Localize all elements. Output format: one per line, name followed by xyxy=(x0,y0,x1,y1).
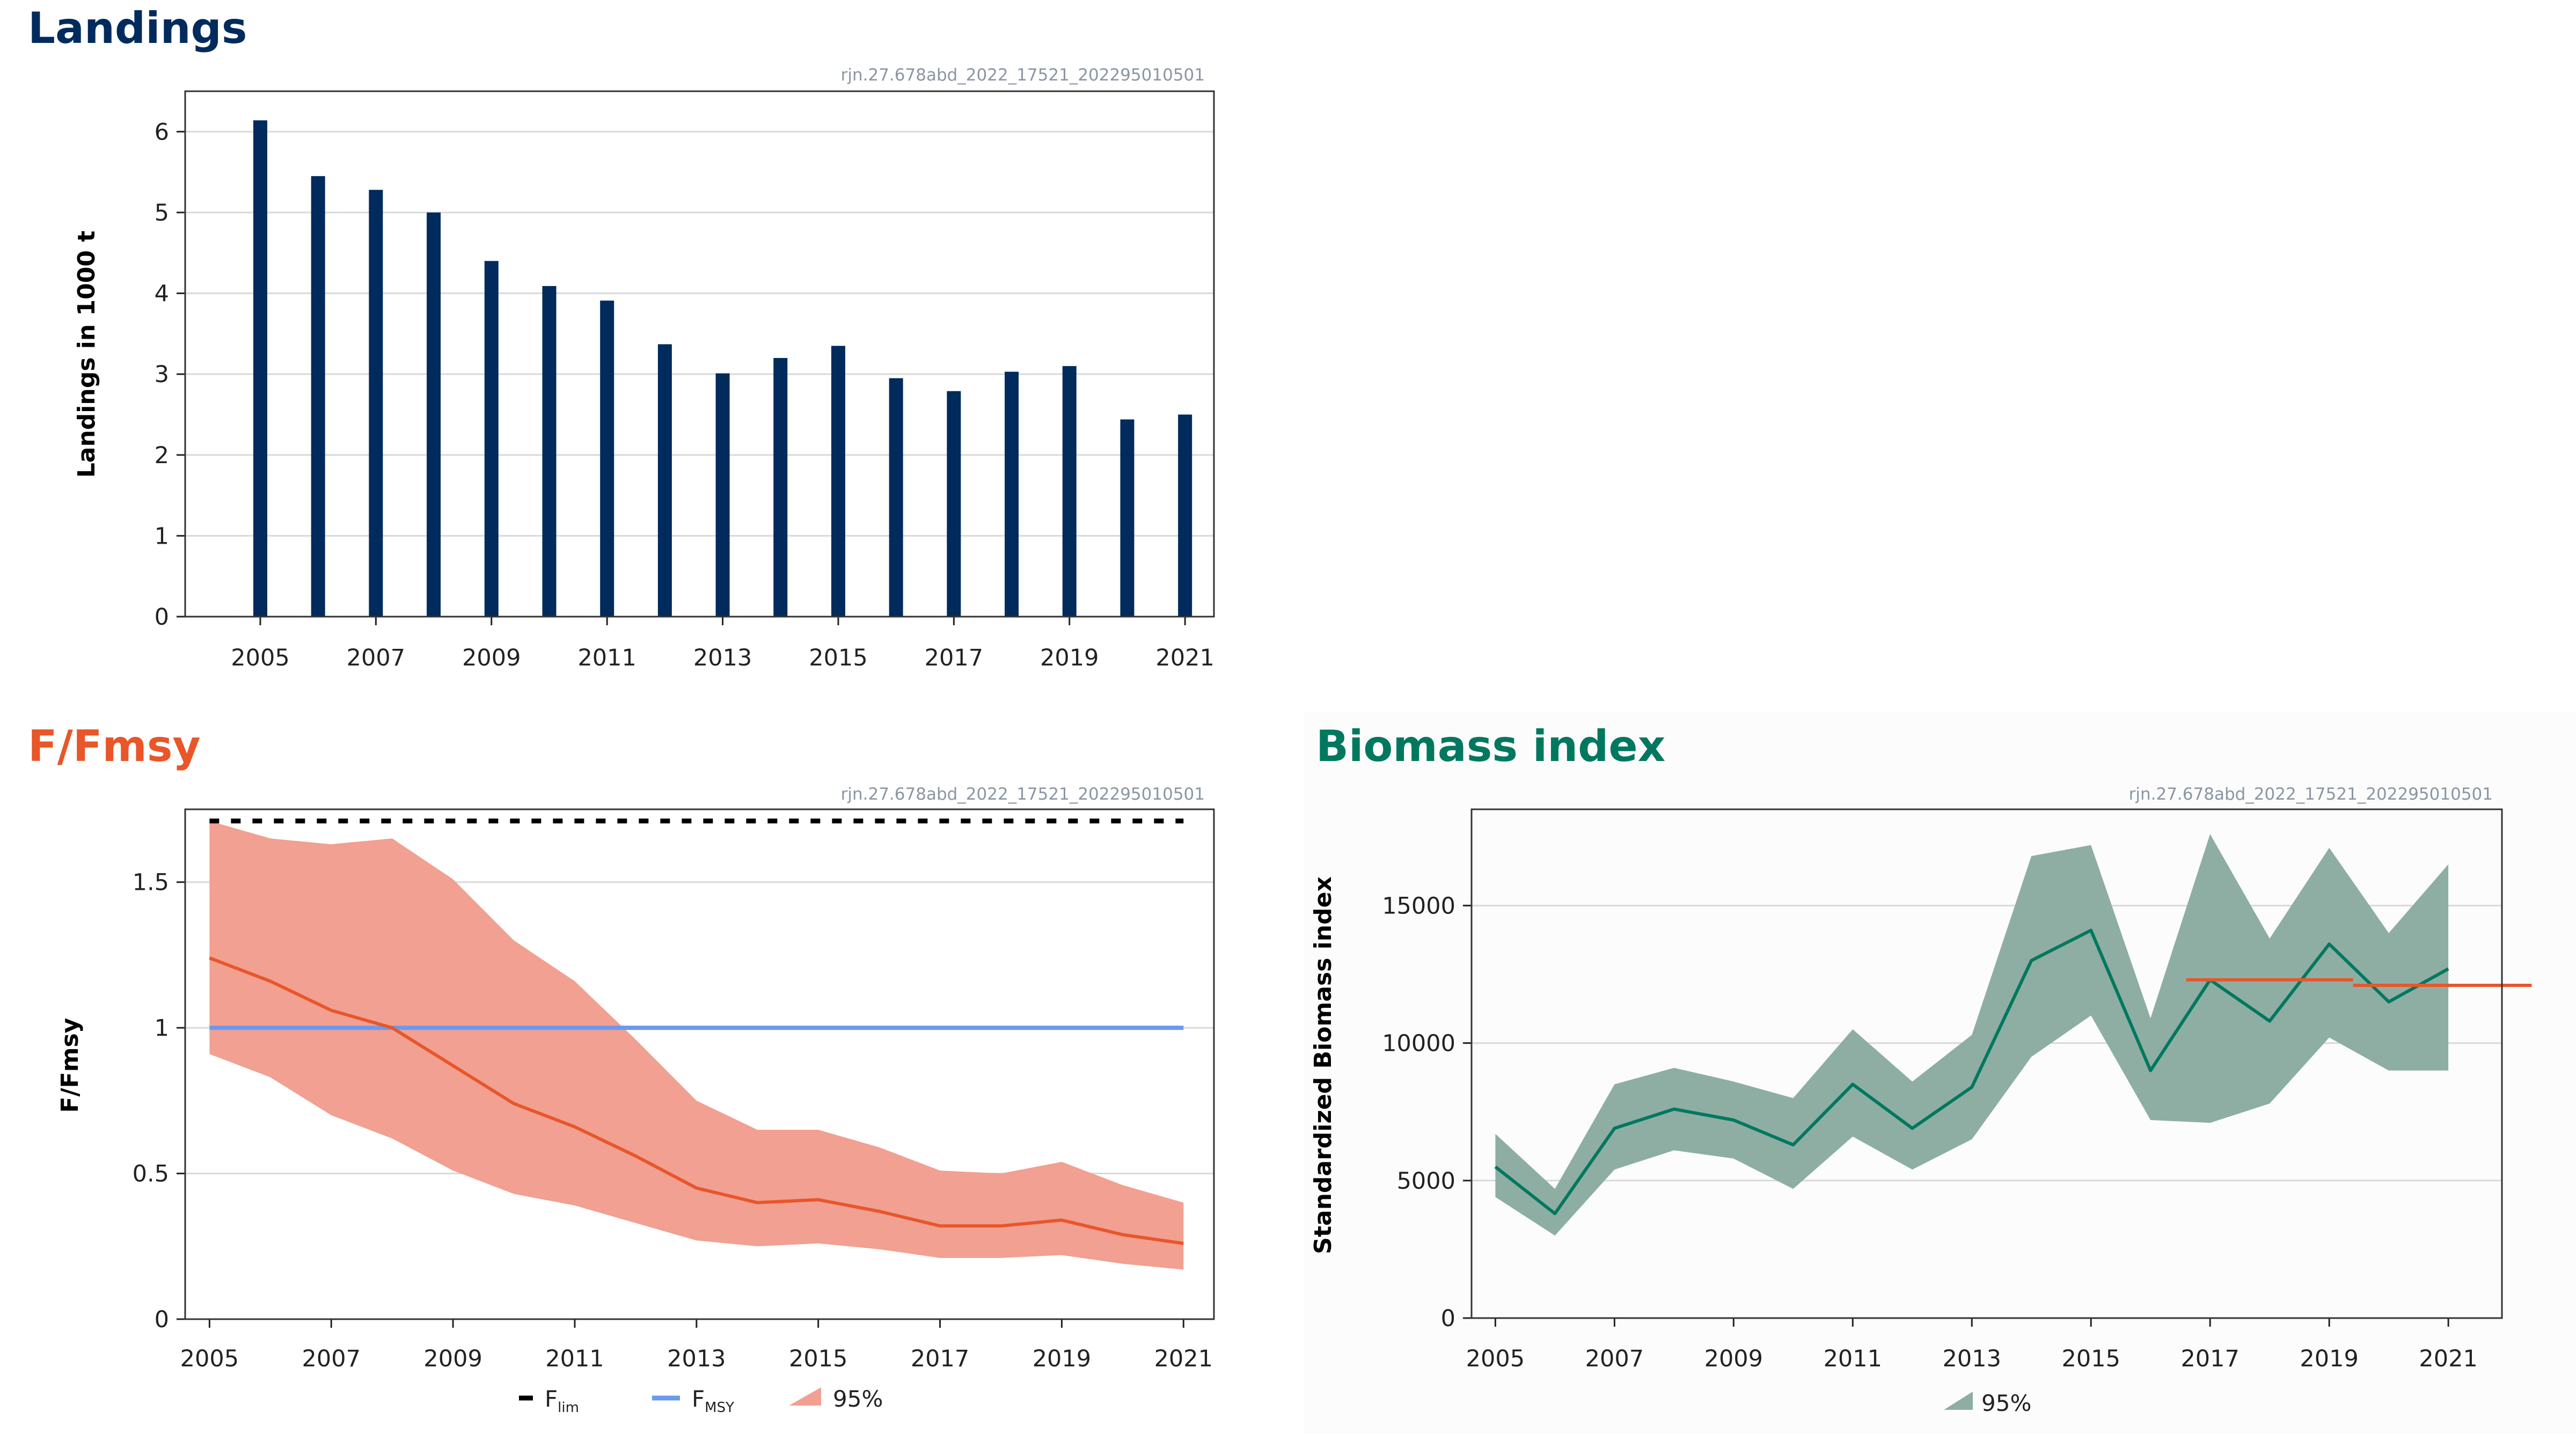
ffmsy-estimate-line xyxy=(209,956,1184,1245)
bar-2006 xyxy=(311,176,325,617)
legend-band-swatch xyxy=(1944,1392,1973,1410)
biomass-chart: Biomass index rjn.27.678abd_2022_17521_20… xyxy=(1309,721,2532,1416)
biomass-title: Biomass index xyxy=(1316,721,1665,771)
biomass-reference-code: rjn.27.678abd_2022_17521_202295010501 xyxy=(2129,785,2493,804)
bar-2016 xyxy=(889,378,903,617)
y-tick-label: 0 xyxy=(1441,1305,1455,1332)
y-tick-label: 3 xyxy=(155,361,169,388)
bar-2012 xyxy=(657,344,672,617)
bar-2009 xyxy=(484,261,499,617)
ffmsy-confidence-band xyxy=(209,821,1184,1270)
y-tick-label: 4 xyxy=(155,281,169,308)
x-tick-label: 2005 xyxy=(180,1345,239,1372)
x-tick-label: 2015 xyxy=(789,1345,847,1372)
x-tick-label: 2017 xyxy=(2180,1345,2239,1372)
x-tick-label: 2017 xyxy=(911,1345,969,1372)
x-tick-label: 2019 xyxy=(1040,645,1099,671)
bar-2017 xyxy=(947,391,961,617)
x-tick-label: 2007 xyxy=(302,1345,361,1372)
x-tick-label: 2005 xyxy=(1466,1345,1525,1372)
bar-2021 xyxy=(1178,414,1192,617)
x-tick-label: 2015 xyxy=(809,645,867,671)
x-tick-label: 2013 xyxy=(1943,1345,2001,1372)
y-tick-label: 5 xyxy=(155,200,169,226)
y-tick-label: 0.5 xyxy=(133,1161,169,1188)
biomass-estimate-line xyxy=(1494,928,2449,1216)
ffmsy-y-axis-label: F/Fmsy xyxy=(56,1018,84,1113)
legend-label-0: Flim xyxy=(545,1386,579,1416)
y-tick-label: 1 xyxy=(155,1015,169,1042)
bar-2018 xyxy=(1005,371,1019,617)
bar-2020 xyxy=(1120,419,1135,617)
x-tick-label: 2017 xyxy=(925,645,983,671)
y-tick-label: 1 xyxy=(155,523,169,550)
x-tick-label: 2009 xyxy=(1704,1345,1763,1372)
bar-2015 xyxy=(831,346,845,617)
ffmsy-reference-code: rjn.27.678abd_2022_17521_202295010501 xyxy=(841,785,1205,804)
bar-2019 xyxy=(1062,366,1077,617)
landings-y-axis-label: Landings in 1000 t xyxy=(73,231,100,478)
y-tick-label: 5000 xyxy=(1397,1168,1455,1195)
ffmsy-chart: F/Fmsy rjn.27.678abd_2022_17521_202295010… xyxy=(28,721,1215,1416)
ffmsy-title: F/Fmsy xyxy=(28,721,201,771)
y-tick-label: 0 xyxy=(155,604,169,631)
landings-chart: Landings rjn.27.678abd_2022_17521_2022950… xyxy=(28,3,1215,671)
x-tick-label: 2009 xyxy=(462,645,521,671)
y-tick-label: 15000 xyxy=(1382,892,1455,919)
legend-label: 95% xyxy=(1981,1390,2031,1416)
x-tick-label: 2007 xyxy=(1585,1345,1644,1372)
y-tick-label: 10000 xyxy=(1382,1030,1455,1057)
x-tick-label: 2021 xyxy=(1154,1345,1213,1372)
landings-plot-frame xyxy=(184,90,1215,618)
y-tick-label: 2 xyxy=(155,442,169,469)
bar-2005 xyxy=(253,120,268,617)
bar-2008 xyxy=(427,212,441,617)
landings-title: Landings xyxy=(28,3,247,53)
bar-2014 xyxy=(773,358,788,617)
x-tick-label: 2013 xyxy=(667,1345,726,1372)
y-tick-label: 0 xyxy=(155,1306,169,1333)
x-tick-label: 2019 xyxy=(2300,1345,2358,1372)
x-tick-label: 2005 xyxy=(231,645,289,671)
ffmsy-plot-frame xyxy=(184,808,1215,1320)
x-tick-label: 2015 xyxy=(2062,1345,2120,1372)
x-tick-label: 2007 xyxy=(347,645,405,671)
x-tick-label: 2021 xyxy=(1155,645,1214,671)
x-tick-label: 2011 xyxy=(577,645,636,671)
bar-2007 xyxy=(369,189,383,617)
legend-label-1: FMSY xyxy=(692,1386,734,1416)
biomass-y-axis-label: Standardized Biomass index xyxy=(1309,876,1337,1254)
biomass-plot-frame xyxy=(1470,808,2503,1319)
x-tick-label: 2013 xyxy=(693,645,752,671)
bar-2011 xyxy=(600,301,614,617)
landings-reference-code: rjn.27.678abd_2022_17521_202295010501 xyxy=(841,65,1205,85)
x-tick-label: 2011 xyxy=(545,1345,604,1372)
x-tick-label: 2011 xyxy=(1824,1345,1882,1372)
x-tick-label: 2019 xyxy=(1033,1345,1091,1372)
bar-2013 xyxy=(715,373,730,617)
y-tick-label: 6 xyxy=(155,119,169,145)
biomass-confidence-band xyxy=(1495,834,2449,1236)
y-tick-label: 1.5 xyxy=(133,869,169,896)
bar-2010 xyxy=(542,286,557,617)
legend-band-swatch xyxy=(789,1387,821,1406)
x-tick-label: 2009 xyxy=(423,1345,482,1372)
legend-label-2: 95% xyxy=(833,1386,883,1412)
x-tick-label: 2021 xyxy=(2419,1345,2477,1372)
